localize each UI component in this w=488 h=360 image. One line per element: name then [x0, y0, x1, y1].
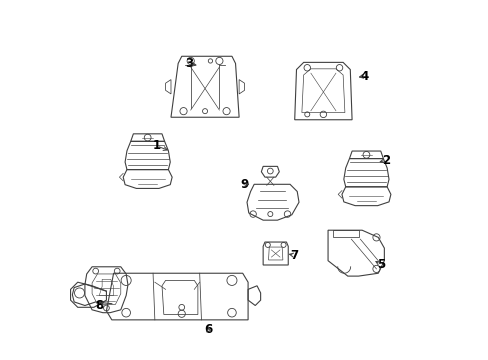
Text: 5: 5	[376, 258, 384, 271]
Text: 8: 8	[95, 299, 103, 312]
Text: 7: 7	[290, 249, 298, 262]
Text: 9: 9	[240, 178, 248, 191]
Text: 6: 6	[204, 323, 212, 336]
Text: 1: 1	[152, 139, 161, 152]
Text: 4: 4	[360, 69, 368, 82]
Text: 3: 3	[184, 57, 193, 70]
Text: 2: 2	[381, 154, 389, 167]
